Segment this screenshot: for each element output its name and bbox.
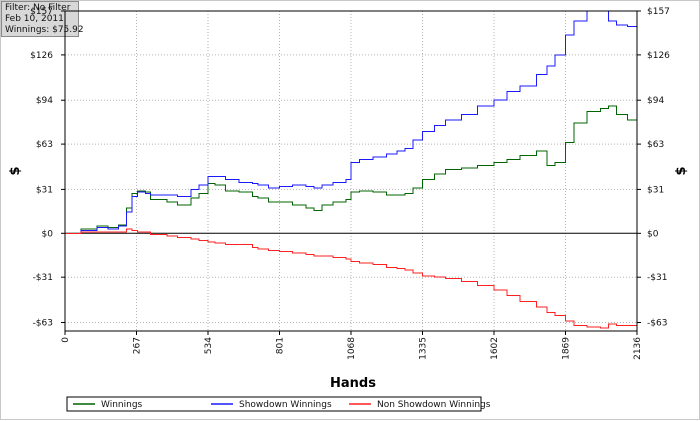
axes-layer [61, 10, 641, 335]
legend-box [66, 396, 482, 412]
y-tick-label-right: $94 [647, 96, 664, 106]
x-tick-label: 267 [133, 337, 143, 354]
filter-label: Filter: No Filter [5, 3, 71, 13]
y-axis-title-left: $ [8, 166, 23, 175]
legend-label-2: Non Showdown Winnings [377, 400, 491, 410]
y-tick-label-left: $0 [42, 229, 54, 239]
series-line-2 [65, 228, 638, 329]
x-tick-label: 534 [204, 337, 214, 354]
y-tick-label-right: $0 [647, 229, 659, 239]
y-tick-label-right: $31 [647, 185, 664, 195]
y-tick-label-right: $126 [647, 51, 670, 61]
y-tick-label-right: $63 [647, 140, 664, 150]
y-tick-label-left: $157 [30, 7, 53, 17]
legend-label-0: Winnings [101, 400, 143, 410]
x-tick-label: 0 [61, 337, 71, 343]
series-layer [65, 10, 638, 329]
x-tick-label: 801 [276, 337, 286, 354]
x-tick-label: 2136 [633, 337, 643, 360]
tick-label-layer: 0 267 534 801 1068 1335 1602 1869 2136 -$63 -$63 -$… [30, 7, 670, 360]
y-tick-label-left: $63 [36, 140, 53, 150]
x-axis-title: Hands [330, 376, 376, 391]
y-tick-label-left: -$63 [33, 319, 53, 329]
x-tick-label: 1335 [419, 337, 429, 360]
y-tick-label-left: -$31 [33, 273, 53, 283]
legend-label-1: Showdown Winnings [239, 400, 332, 410]
y-tick-label-left: $94 [36, 96, 53, 106]
x-tick-label: 1869 [562, 337, 572, 360]
y-axis-title-right: $ [674, 166, 689, 175]
y-tick-label-right: -$63 [647, 319, 667, 329]
date-label: Feb 10, 2011 [5, 14, 64, 24]
legend: Winnings Showdown Winnings Non Showdown Wi… [66, 396, 491, 412]
x-tick-label: 1068 [347, 337, 357, 360]
info-box: Filter: No Filter Feb 10, 2011 Winnings:… [1, 1, 84, 37]
x-tick-label: 1602 [490, 337, 500, 360]
y-tick-label-right: $157 [647, 7, 670, 17]
y-tick-label-right: -$31 [647, 273, 667, 283]
series-line-1 [65, 10, 637, 234]
winnings-label: Winnings: $75.92 [5, 25, 84, 35]
y-tick-label-left: $31 [36, 185, 53, 195]
y-tick-label-left: $126 [30, 51, 53, 61]
